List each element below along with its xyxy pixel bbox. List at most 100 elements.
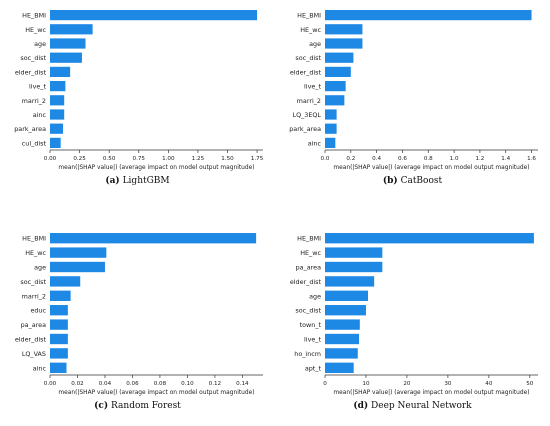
bar-HE_BMI bbox=[325, 9, 532, 21]
caption-random-forest: (c) Random Forest bbox=[0, 401, 275, 411]
x-tick-label: 20 bbox=[403, 381, 411, 387]
bar-soc_dist bbox=[325, 52, 354, 63]
bar-age bbox=[325, 38, 363, 49]
x-tick-label: 1.75 bbox=[251, 156, 264, 162]
x-axis-label: mean(|SHAP value|) (average impact on mo… bbox=[333, 165, 529, 171]
category-label: elder_dist bbox=[290, 278, 322, 286]
bar-elder_dist bbox=[50, 333, 68, 345]
category-label: cul_dist bbox=[22, 139, 47, 147]
bar-marri_2 bbox=[50, 290, 71, 301]
category-label: ho_incm bbox=[294, 350, 321, 358]
category-label: marri_2 bbox=[22, 292, 46, 300]
bar-park_area bbox=[50, 123, 64, 134]
x-axis-label: mean(|SHAP value|) (average impact on mo… bbox=[333, 390, 529, 396]
category-label: soc_dist bbox=[295, 307, 321, 315]
category-label: soc_dist bbox=[20, 54, 46, 62]
chart-panel-deep-neural-network: HE_BMI HE_wc pa_area elder_dist age soc_dist t… bbox=[275, 225, 550, 396]
x-tick-label: 0.00 bbox=[44, 381, 57, 387]
category-label: LQ_3EQL bbox=[293, 111, 322, 119]
category-label: ainc bbox=[308, 139, 322, 147]
bar-HE_wc bbox=[50, 247, 107, 258]
bar-live_t bbox=[325, 333, 359, 345]
x-tick-label: 0 bbox=[323, 381, 327, 387]
bar-park_area bbox=[325, 123, 337, 134]
bar-LQ_VAS bbox=[50, 348, 68, 359]
x-tick-label: 0.04 bbox=[99, 381, 112, 387]
x-axis-label: mean(|SHAP value|) (average impact on mo… bbox=[58, 165, 254, 171]
category-label: live_t bbox=[304, 336, 321, 344]
category-label: marri_2 bbox=[297, 97, 321, 105]
bar-marri_2 bbox=[50, 95, 65, 106]
caption-catboost: (b) CatBoost bbox=[275, 176, 550, 186]
x-tick-label: 1.6 bbox=[527, 156, 536, 162]
bar-elder_dist bbox=[50, 66, 71, 78]
category-label: park_area bbox=[289, 125, 321, 133]
category-label: ainc bbox=[33, 364, 47, 372]
chart-panel-catboost: HE_BMI HE_wc age soc_dist elder_dist live_t ma… bbox=[275, 2, 550, 171]
bar-pa_area bbox=[325, 261, 383, 273]
chart-panel-lightgbm: HE_BMI HE_wc age soc_dist elder_dist live_t ma… bbox=[0, 2, 275, 171]
bar-HE_wc bbox=[325, 24, 363, 35]
x-tick-label: 0.2 bbox=[346, 156, 355, 162]
caption-text: CatBoost bbox=[400, 176, 443, 186]
bar-age bbox=[325, 290, 369, 301]
x-tick-label: 0.02 bbox=[71, 381, 83, 387]
x-tick-label: 1.0 bbox=[450, 156, 459, 162]
category-label: elder_dist bbox=[15, 336, 47, 344]
bar-HE_wc bbox=[325, 247, 383, 258]
bar-age bbox=[50, 38, 86, 49]
caption-letter: (c) bbox=[94, 401, 109, 411]
bar-educ bbox=[50, 305, 68, 316]
category-label: HE_BMI bbox=[22, 12, 46, 20]
category-label: elder_dist bbox=[290, 68, 322, 76]
category-label: educ bbox=[30, 307, 46, 315]
bar-HE_wc bbox=[50, 24, 93, 35]
x-tick-label: 0.00 bbox=[44, 156, 57, 162]
caption-letter: (a) bbox=[105, 176, 120, 186]
category-label: HE_BMI bbox=[22, 235, 46, 243]
caption-text: Deep Neural Network bbox=[371, 401, 472, 411]
category-label: age bbox=[309, 40, 321, 48]
category-label: age bbox=[34, 264, 46, 272]
caption-lightgbm: (a) LightGBM bbox=[0, 176, 275, 186]
x-tick-label: 0.50 bbox=[103, 156, 116, 162]
chart-panel-random-forest: HE_BMI HE_wc age soc_dist marri_2 educ pa_area… bbox=[0, 225, 275, 396]
category-label: age bbox=[309, 292, 321, 300]
bar-soc_dist bbox=[325, 305, 366, 316]
bar-apt_t bbox=[325, 362, 354, 373]
category-label: soc_dist bbox=[295, 54, 321, 62]
category-label: HE_wc bbox=[25, 249, 46, 257]
bar-cul_dist bbox=[50, 137, 61, 149]
caption-text: Random Forest bbox=[111, 401, 181, 411]
bar-HE_BMI bbox=[325, 233, 534, 244]
x-tick-label: 0.14 bbox=[236, 381, 249, 387]
category-label: HE_wc bbox=[300, 249, 321, 257]
x-tick-label: 0.06 bbox=[126, 381, 139, 387]
x-tick-label: 50 bbox=[526, 381, 534, 387]
caption-text: LightGBM bbox=[122, 176, 170, 186]
x-tick-label: 0.6 bbox=[398, 156, 407, 162]
x-tick-label: 0.08 bbox=[154, 381, 167, 387]
category-label: park_area bbox=[14, 125, 46, 133]
category-label: HE_wc bbox=[25, 26, 46, 34]
caption-letter: (d) bbox=[353, 401, 369, 411]
bar-LQ_3EQL bbox=[325, 109, 337, 120]
category-label: apt_t bbox=[305, 364, 322, 372]
bar-pa_area bbox=[50, 319, 68, 330]
x-tick-label: 1.25 bbox=[192, 156, 205, 162]
x-tick-label: 0.8 bbox=[424, 156, 433, 162]
caption-deep-neural-network: (d) Deep Neural Network bbox=[275, 401, 550, 411]
x-tick-label: 0.0 bbox=[321, 156, 330, 162]
bar-ainc bbox=[50, 109, 65, 120]
bar-ho_incm bbox=[325, 348, 358, 359]
category-label: LQ_VAS bbox=[22, 350, 46, 358]
x-tick-label: 10 bbox=[362, 381, 370, 387]
category-label: pa_area bbox=[296, 264, 322, 272]
category-label: live_t bbox=[29, 83, 46, 91]
x-tick-label: 30 bbox=[444, 381, 452, 387]
bar-ainc bbox=[50, 362, 67, 373]
bar-elder_dist bbox=[325, 276, 375, 287]
x-axis-label: mean(|SHAP value|) (average impact on mo… bbox=[58, 390, 254, 396]
